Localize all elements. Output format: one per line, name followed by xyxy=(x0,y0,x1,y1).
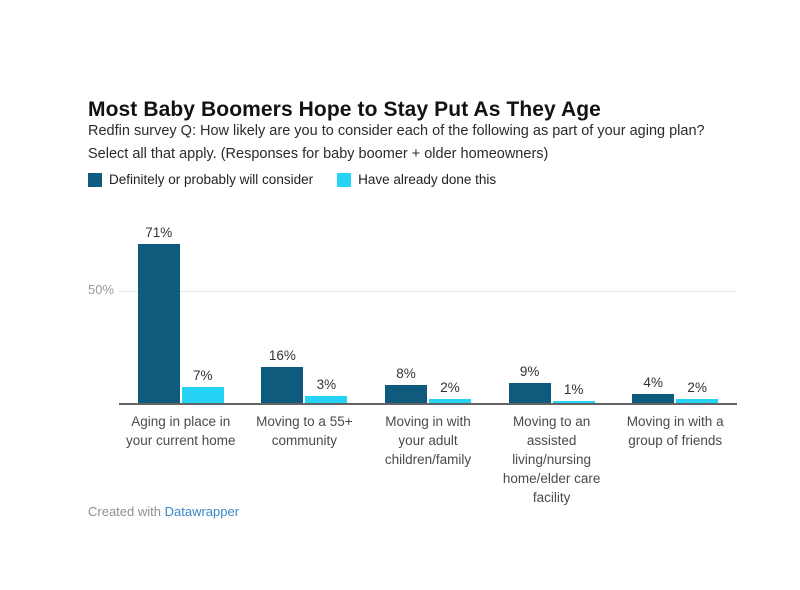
bar-slot: 3% xyxy=(305,377,348,403)
bar-group: 71% 7% xyxy=(119,220,243,403)
bar-slot: 16% xyxy=(261,348,304,403)
bar-done xyxy=(428,398,471,403)
bar-slot: 8% xyxy=(384,366,427,403)
bar-group: 8% 2% xyxy=(366,220,490,403)
category-label: Moving in with a group of friends xyxy=(626,414,724,448)
attribution-prefix: Created with xyxy=(88,504,161,519)
value-label: 2% xyxy=(687,379,707,395)
bar-slot: 2% xyxy=(428,380,471,403)
value-label: 7% xyxy=(193,368,213,384)
legend-swatch-consider xyxy=(88,172,102,187)
legend-item-done: Have already done this xyxy=(337,172,496,187)
bar-group: 16% 3% xyxy=(243,220,367,403)
value-label: 4% xyxy=(643,375,663,391)
bar-slot: 1% xyxy=(552,382,595,403)
value-label: 2% xyxy=(440,379,460,395)
bar-slot: 7% xyxy=(181,368,224,403)
bar-done xyxy=(552,400,595,403)
legend: Definitely or probably will consider Hav… xyxy=(88,172,496,187)
bar-slot: 71% xyxy=(137,225,180,403)
legend-item-consider: Definitely or probably will consider xyxy=(88,172,313,187)
bar-done xyxy=(676,398,719,403)
bar-consider xyxy=(261,367,304,403)
bar-done xyxy=(305,396,348,403)
datawrapper-link[interactable]: Datawrapper xyxy=(164,504,240,519)
category-label: Moving in with your adult children/family xyxy=(384,414,472,467)
x-axis-labels: Aging in place in your current home Moving… xyxy=(119,412,737,520)
legend-label-done: Have already done this xyxy=(358,172,497,187)
category-label: Aging in place in your current home xyxy=(126,414,236,448)
bar-group: 9% 1% xyxy=(490,220,614,403)
value-label: 16% xyxy=(268,348,296,364)
bar-consider xyxy=(384,385,427,403)
plot-area: 71% 7% 16% 3% 8% 2% 9% 1% 4% 2% xyxy=(119,220,737,403)
bar-consider xyxy=(508,382,551,403)
value-label: 3% xyxy=(316,377,337,393)
subtitle-line-1: Redfin survey Q: How likely are you to c… xyxy=(88,123,705,139)
bar-group: 4% 2% xyxy=(613,220,737,403)
subtitle-line-2: Select all that apply. (Responses for ba… xyxy=(88,145,549,162)
bar-done xyxy=(181,387,224,403)
attribution: Created with Datawrapper xyxy=(88,504,239,519)
legend-swatch-done xyxy=(337,172,352,187)
legend-label-consider: Definitely or probably will consider xyxy=(109,172,314,187)
value-label: 1% xyxy=(563,381,584,397)
bar-slot: 9% xyxy=(508,364,551,403)
bar-chart: 50% 71% 7% 16% 3% 8% 2% 9% 1% 4% 2% Aging in plac… xyxy=(88,220,740,520)
x-axis-line xyxy=(119,403,737,405)
gridline-50pct xyxy=(119,291,737,292)
bar-consider xyxy=(632,394,675,403)
category-label: Moving to a 55+ community xyxy=(256,414,353,448)
value-label: 8% xyxy=(396,366,416,382)
bar-consider xyxy=(137,243,180,403)
chart-title: Most Baby Boomers Hope to Stay Put As Th… xyxy=(88,98,601,122)
y-axis-tick-label: 50% xyxy=(88,282,115,297)
value-label: 71% xyxy=(145,224,173,240)
bar-slot: 2% xyxy=(676,380,719,403)
bar-slot: 4% xyxy=(632,375,675,403)
chart-subtitle: Redfin survey Q: How likely are you to c… xyxy=(88,120,768,165)
value-label: 9% xyxy=(519,363,540,379)
category-label: Moving to an assisted living/nursing home/e… xyxy=(502,414,601,505)
